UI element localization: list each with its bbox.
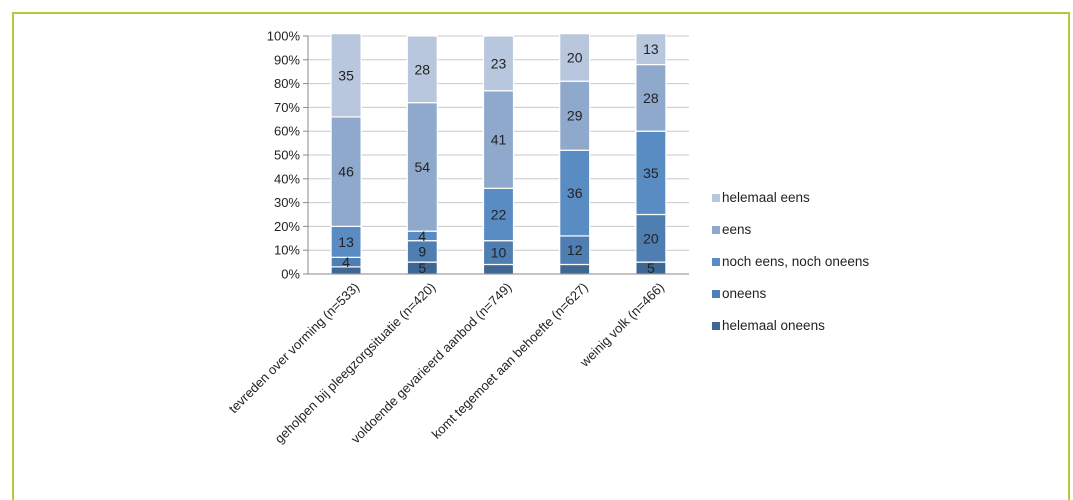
y-tick-label: 0% — [281, 267, 300, 282]
y-tick-label: 50% — [274, 148, 300, 163]
figure-frame: 0% 10% 20% 30% 40% 50% 60% 70% 80% 90% 100% 4 13 46 3… — [12, 12, 1070, 500]
legend-swatch — [712, 194, 720, 202]
bar-segment — [559, 263, 591, 275]
bar-segment — [482, 263, 515, 275]
bar-segment — [635, 63, 667, 132]
data-label: 20 — [643, 230, 659, 246]
y-tick-label: 10% — [274, 243, 300, 258]
bar-segment — [559, 235, 591, 266]
y-tick-label: 40% — [274, 171, 300, 186]
data-label: 28 — [643, 90, 659, 106]
bar-segment — [635, 130, 667, 216]
category-label: tevreden over vorming (n=533) — [226, 280, 363, 417]
y-tick-label: 30% — [274, 195, 300, 210]
bars — [330, 33, 667, 275]
data-label: 4 — [418, 228, 426, 244]
y-tick-label: 90% — [274, 52, 300, 67]
y-tick-label: 20% — [274, 219, 300, 234]
data-label: 13 — [643, 41, 659, 57]
legend-swatch — [712, 226, 720, 234]
data-label: 9 — [418, 243, 426, 259]
data-label: 35 — [338, 67, 354, 83]
bar-segment — [482, 90, 515, 189]
data-label: 4 — [342, 254, 350, 270]
data-label: 12 — [567, 242, 583, 258]
y-tick-label: 70% — [274, 100, 300, 115]
bar-segment — [559, 149, 591, 237]
legend-label: helemaal oneens — [722, 318, 825, 333]
bar-segment — [559, 80, 591, 151]
legend-label: noch eens, noch oneens — [722, 254, 869, 269]
legend-swatch — [712, 258, 720, 266]
data-label: 46 — [338, 164, 354, 180]
bar-segment — [559, 33, 591, 82]
legend-label: helemaal eens — [722, 190, 810, 205]
bar-segment — [482, 187, 515, 242]
bar-segment — [406, 35, 438, 104]
data-label: 41 — [491, 132, 507, 148]
category-label: voldoende gevarieerd aanbod (n=749) — [348, 280, 515, 447]
stacked-bar-chart: 0% 10% 20% 30% 40% 50% 60% 70% 80% 90% 100% 4 13 46 3… — [226, 29, 870, 447]
axes — [307, 36, 689, 275]
bar-segment — [330, 33, 362, 118]
data-label: 29 — [567, 108, 583, 124]
data-label: 28 — [415, 61, 431, 77]
category-label: komt tegemoet aan behoefte (n=627) — [429, 280, 591, 442]
legend-label: oneens — [722, 286, 767, 301]
category-label: geholpen bij pleegzorgsituatie (n=420) — [272, 280, 439, 447]
category-label: weinig volk (n=466) — [576, 280, 667, 371]
bar-segment — [482, 35, 515, 92]
bar-segment — [406, 102, 438, 232]
data-label: 20 — [567, 49, 583, 65]
legend: helemaal eens eens noch eens, noch oneens o… — [712, 190, 869, 333]
y-tick-label: 80% — [274, 76, 300, 91]
x-axis-categories: tevreden over vorming (n=533)geholpen bi… — [226, 280, 667, 447]
legend-label: eens — [722, 222, 752, 237]
y-axis-ticks: 0% 10% 20% 30% 40% 50% 60% 70% 80% 90% 100% — [267, 29, 308, 282]
data-label: 13 — [338, 234, 354, 250]
bar-segment — [635, 33, 667, 66]
data-label: 36 — [567, 185, 583, 201]
legend-swatch — [712, 322, 720, 330]
bar-segment — [330, 225, 362, 258]
data-label: 5 — [647, 260, 655, 276]
data-label: 35 — [643, 165, 659, 181]
legend-swatch — [712, 290, 720, 298]
data-label: 54 — [415, 159, 431, 175]
data-label: 23 — [491, 55, 507, 71]
y-tick-label: 60% — [274, 124, 300, 139]
data-label: 5 — [418, 260, 426, 276]
data-label: 22 — [491, 207, 507, 223]
y-tick-label: 100% — [267, 29, 301, 44]
data-label: 10 — [491, 245, 507, 261]
